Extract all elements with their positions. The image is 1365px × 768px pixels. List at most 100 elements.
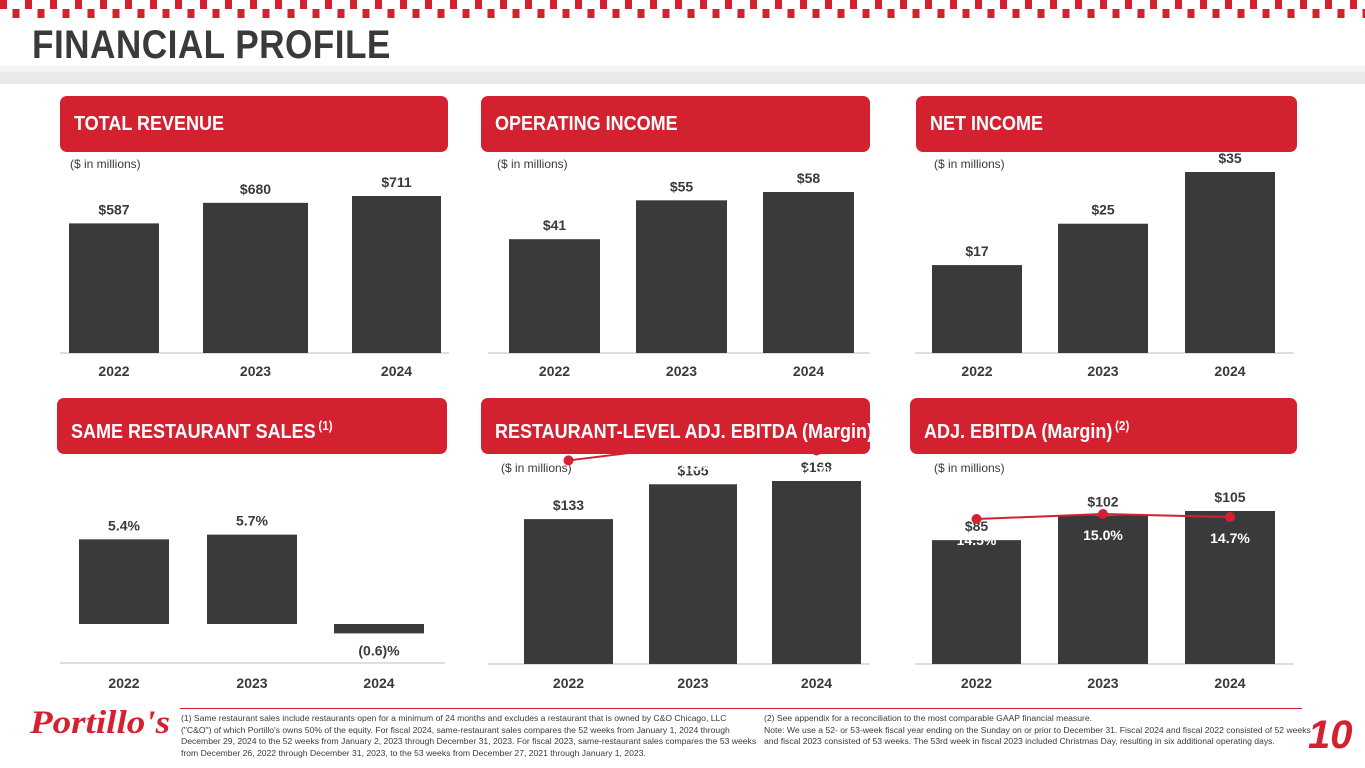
footnote-2: (2) See appendix for a reconciliation to…	[764, 713, 1311, 748]
year-tick-label: 2023	[1087, 363, 1118, 379]
checker-square	[800, 0, 807, 9]
checker-square	[1350, 0, 1357, 9]
checker-square	[300, 0, 307, 9]
bar-value-label: $85	[965, 518, 989, 534]
bar-value-label: $58	[797, 170, 821, 186]
bar-value-label: $102	[1087, 493, 1118, 509]
checker-square	[1037, 9, 1045, 18]
panel-header-operating-income: OPERATING INCOME	[481, 96, 870, 152]
checker-square	[1250, 0, 1257, 9]
year-tick-label: 2024	[381, 363, 412, 379]
margin-label: 15.0%	[1083, 527, 1123, 543]
checker-square	[187, 9, 195, 18]
bar-value-label: $711	[381, 174, 412, 190]
footnote-2-text: (2) See appendix for a reconciliation to…	[764, 713, 1093, 723]
checker-square	[37, 9, 45, 18]
checker-square	[937, 9, 945, 18]
checker-square	[1262, 9, 1270, 18]
bar	[636, 200, 727, 353]
checker-square	[1300, 0, 1307, 9]
bar	[352, 196, 441, 353]
bar-value-label: 5.7%	[236, 513, 268, 529]
units-note: ($ in millions)	[934, 461, 1005, 475]
checker-square	[1212, 9, 1220, 18]
bar-value-label: (0.6)%	[358, 642, 400, 658]
checker-square	[1012, 9, 1020, 18]
margin-label: 24.3%	[673, 458, 713, 474]
checker-square	[512, 9, 520, 18]
checker-square	[162, 9, 170, 18]
checker-square	[1362, 9, 1365, 18]
checker-square	[987, 9, 995, 18]
bar	[524, 519, 613, 664]
margin-label: 22.6%	[549, 473, 589, 489]
bar-value-label: $41	[543, 217, 567, 233]
checker-square	[1175, 0, 1182, 9]
checker-square	[525, 0, 532, 9]
checker-square	[275, 0, 282, 9]
bar	[1058, 223, 1148, 353]
panel-title: OPERATING INCOME	[495, 113, 678, 135]
checker-square	[850, 0, 857, 9]
checker-square	[1087, 9, 1095, 18]
year-tick-label: 2022	[961, 363, 992, 379]
checker-square	[550, 0, 557, 9]
bar-value-label: $105	[1214, 489, 1245, 505]
bar	[772, 481, 861, 664]
checker-square	[675, 0, 682, 9]
checker-square	[337, 9, 345, 18]
checker-square	[287, 9, 295, 18]
checkered-border	[0, 0, 1365, 18]
checker-square	[962, 9, 970, 18]
checker-square	[812, 9, 820, 18]
bar	[203, 202, 308, 353]
checker-square	[350, 0, 357, 9]
bar	[69, 223, 159, 353]
fiscal-year-note: Note: We use a 52- or 53-week fiscal yea…	[764, 724, 1311, 747]
units-note: ($ in millions)	[70, 157, 141, 171]
checker-square	[700, 0, 707, 9]
checker-square	[200, 0, 207, 9]
bar	[1185, 172, 1275, 353]
bar	[932, 265, 1022, 353]
checker-square	[62, 9, 70, 18]
footnote-ref: (2)	[875, 418, 891, 433]
panel-header-adj-ebitda: ADJ. EBITDA (Margin) (2)	[910, 398, 1297, 454]
checker-square	[362, 9, 370, 18]
checker-square	[375, 0, 382, 9]
year-tick-label: 2024	[1214, 675, 1245, 691]
checker-square	[1187, 9, 1195, 18]
checker-square	[925, 0, 932, 9]
checker-square	[1312, 9, 1320, 18]
checker-square	[500, 0, 507, 9]
checker-square	[575, 0, 582, 9]
checker-square	[475, 0, 482, 9]
checker-square	[537, 9, 545, 18]
checker-square	[462, 9, 470, 18]
bar	[763, 192, 854, 353]
checker-square	[1287, 9, 1295, 18]
checker-square	[1275, 0, 1282, 9]
year-tick-label: 2024	[363, 675, 394, 691]
year-tick-label: 2022	[539, 363, 570, 379]
year-tick-label: 2022	[98, 363, 129, 379]
bar	[207, 534, 297, 624]
checker-square	[1162, 9, 1170, 18]
checker-square	[1112, 9, 1120, 18]
footer-rule	[180, 708, 1302, 709]
checker-square	[1200, 0, 1207, 9]
checker-square	[400, 0, 407, 9]
year-tick-label: 2023	[1087, 675, 1118, 691]
checker-square	[87, 9, 95, 18]
checker-square	[612, 9, 620, 18]
checker-square	[137, 9, 145, 18]
footnote-ref: (2)	[1115, 418, 1130, 433]
checker-square	[650, 0, 657, 9]
checker-square	[1125, 0, 1132, 9]
checker-square	[262, 9, 270, 18]
checker-square	[762, 9, 770, 18]
bar-value-label: $133	[553, 497, 584, 513]
checker-square	[1325, 0, 1332, 9]
panel-title: ADJ. EBITDA (Margin)	[924, 421, 1113, 443]
logo-text: Portillo's	[29, 705, 170, 741]
